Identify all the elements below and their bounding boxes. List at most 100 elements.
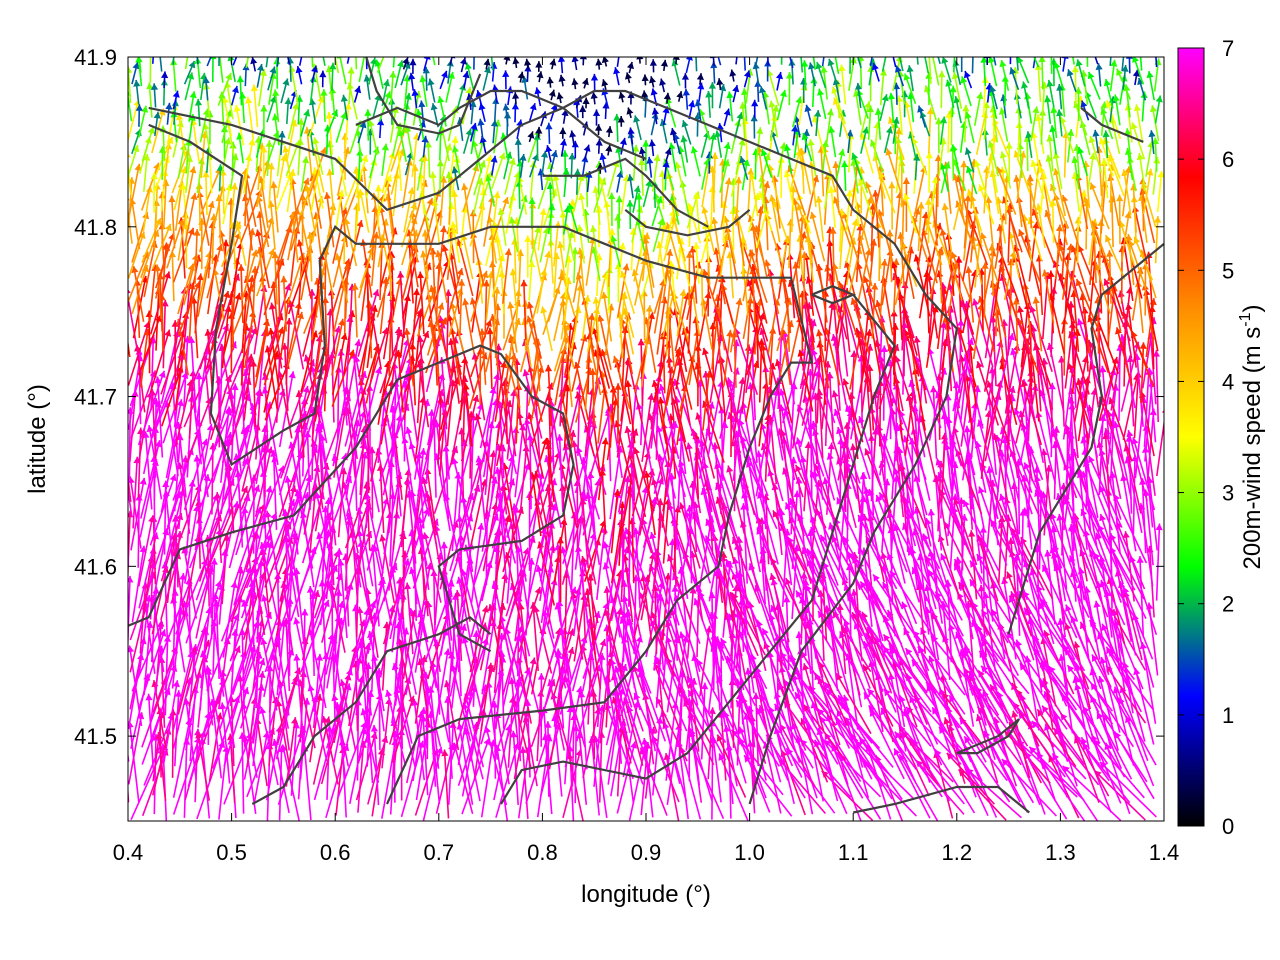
wind-arrow (1105, 100, 1122, 140)
wind-arrow (128, 364, 129, 368)
wind-arrow (1044, 95, 1052, 124)
wind-arrow (973, 92, 984, 126)
wind-arrow (881, 57, 887, 72)
wind-arrow (605, 126, 613, 138)
wind-arrow (559, 127, 567, 139)
wind-arrow (350, 351, 362, 426)
wind-arrow (522, 715, 538, 787)
wind-arrow (696, 73, 704, 85)
wind-arrow (1000, 94, 1008, 119)
wind-arrow (230, 85, 239, 106)
wind-arrow (1072, 57, 1075, 65)
wind-arrow (427, 78, 436, 103)
wind-arrow (206, 57, 212, 67)
wind-arrow (1093, 769, 1146, 821)
wind-arrow (950, 144, 961, 175)
wind-arrow (239, 658, 266, 729)
wind-arrow (556, 92, 564, 104)
wind-arrow (293, 654, 304, 730)
wind-arrow (601, 79, 609, 91)
wind-arrow (1062, 765, 1122, 821)
wind-arrow (506, 86, 514, 106)
wind-arrow (943, 717, 966, 784)
wind-arrow (159, 57, 163, 72)
terrain-contour (852, 785, 1030, 814)
wind-arrow (938, 70, 946, 109)
wind-arrow (679, 180, 690, 216)
wind-arrow (682, 88, 690, 110)
y-axis-label: latitude (°) (24, 384, 51, 494)
wind-arrow (764, 259, 780, 314)
wind-arrow (681, 73, 689, 89)
wind-arrow (1024, 92, 1033, 124)
colorbar-tick-label: 5 (1222, 258, 1234, 283)
wind-arrow (633, 115, 642, 141)
wind-arrow (592, 109, 601, 126)
wind-arrow (528, 197, 536, 229)
wind-arrow (595, 138, 603, 154)
x-tick-label: 0.4 (113, 840, 144, 865)
wind-arrow (537, 168, 545, 191)
wind-arrow (1153, 58, 1162, 92)
wind-arrow (866, 688, 918, 746)
wind-arrow (752, 692, 760, 767)
wind-arrow (582, 97, 590, 109)
wind-arrow (377, 118, 385, 139)
wind-arrow (866, 105, 874, 140)
wind-arrow (590, 73, 599, 93)
wind-arrow (540, 111, 547, 127)
wind-arrow (1034, 63, 1043, 102)
wind-arrow (730, 157, 743, 197)
wind-arrow (624, 72, 632, 84)
wind-arrow (804, 104, 813, 127)
wind-arrow (892, 57, 897, 68)
wind-arrow (284, 97, 292, 124)
wind-arrow (883, 126, 893, 154)
wind-arrow (212, 645, 241, 713)
wind-arrow (941, 57, 952, 83)
wind-arrow (149, 57, 152, 83)
wind-arrow (236, 674, 246, 748)
wind-arrow (276, 154, 288, 199)
wind-arrow (1018, 229, 1041, 283)
x-axis-label: longitude (°) (581, 881, 711, 908)
wind-arrow (772, 199, 790, 244)
wind-arrow (1045, 154, 1056, 192)
colorbar-tick-label: 6 (1222, 147, 1234, 172)
wind-arrow (1154, 95, 1163, 124)
wind-arrow (174, 690, 183, 767)
wind-arrow (821, 57, 825, 67)
colorbar-tick-label: 7 (1222, 36, 1234, 61)
wind-arrow (739, 520, 759, 592)
wind-arrow (1024, 655, 1040, 731)
x-tick-label: 0.7 (424, 840, 455, 865)
wind-arrow (549, 58, 557, 70)
wind-arrow (312, 653, 323, 729)
wind-arrow (401, 436, 417, 517)
wind-arrow (176, 113, 186, 157)
wind-arrow (1071, 172, 1080, 212)
wind-arrow (541, 150, 549, 176)
wind-arrow (322, 57, 326, 66)
wind-arrow (527, 131, 535, 143)
wind-arrow (1099, 656, 1121, 733)
wind-arrow (651, 107, 659, 125)
wind-arrow (512, 57, 520, 69)
wind-arrow (613, 67, 621, 86)
wind-arrow (702, 347, 723, 411)
wind-arrow (549, 150, 558, 173)
wind-arrow (392, 171, 401, 217)
wind-arrow (1061, 57, 1069, 72)
wind-arrow (250, 57, 258, 72)
wind-arrow (152, 734, 160, 815)
wind-arrow (1133, 104, 1144, 144)
wind-arrow (595, 124, 603, 136)
wind-arrow (503, 151, 513, 180)
wind-arrow (528, 260, 536, 301)
wind-arrow (971, 57, 974, 74)
wind-arrow (512, 92, 520, 105)
wind-arrow (194, 98, 203, 127)
wind-arrow (558, 74, 566, 87)
wind-arrow (735, 57, 738, 65)
wind-arrow (887, 92, 895, 123)
